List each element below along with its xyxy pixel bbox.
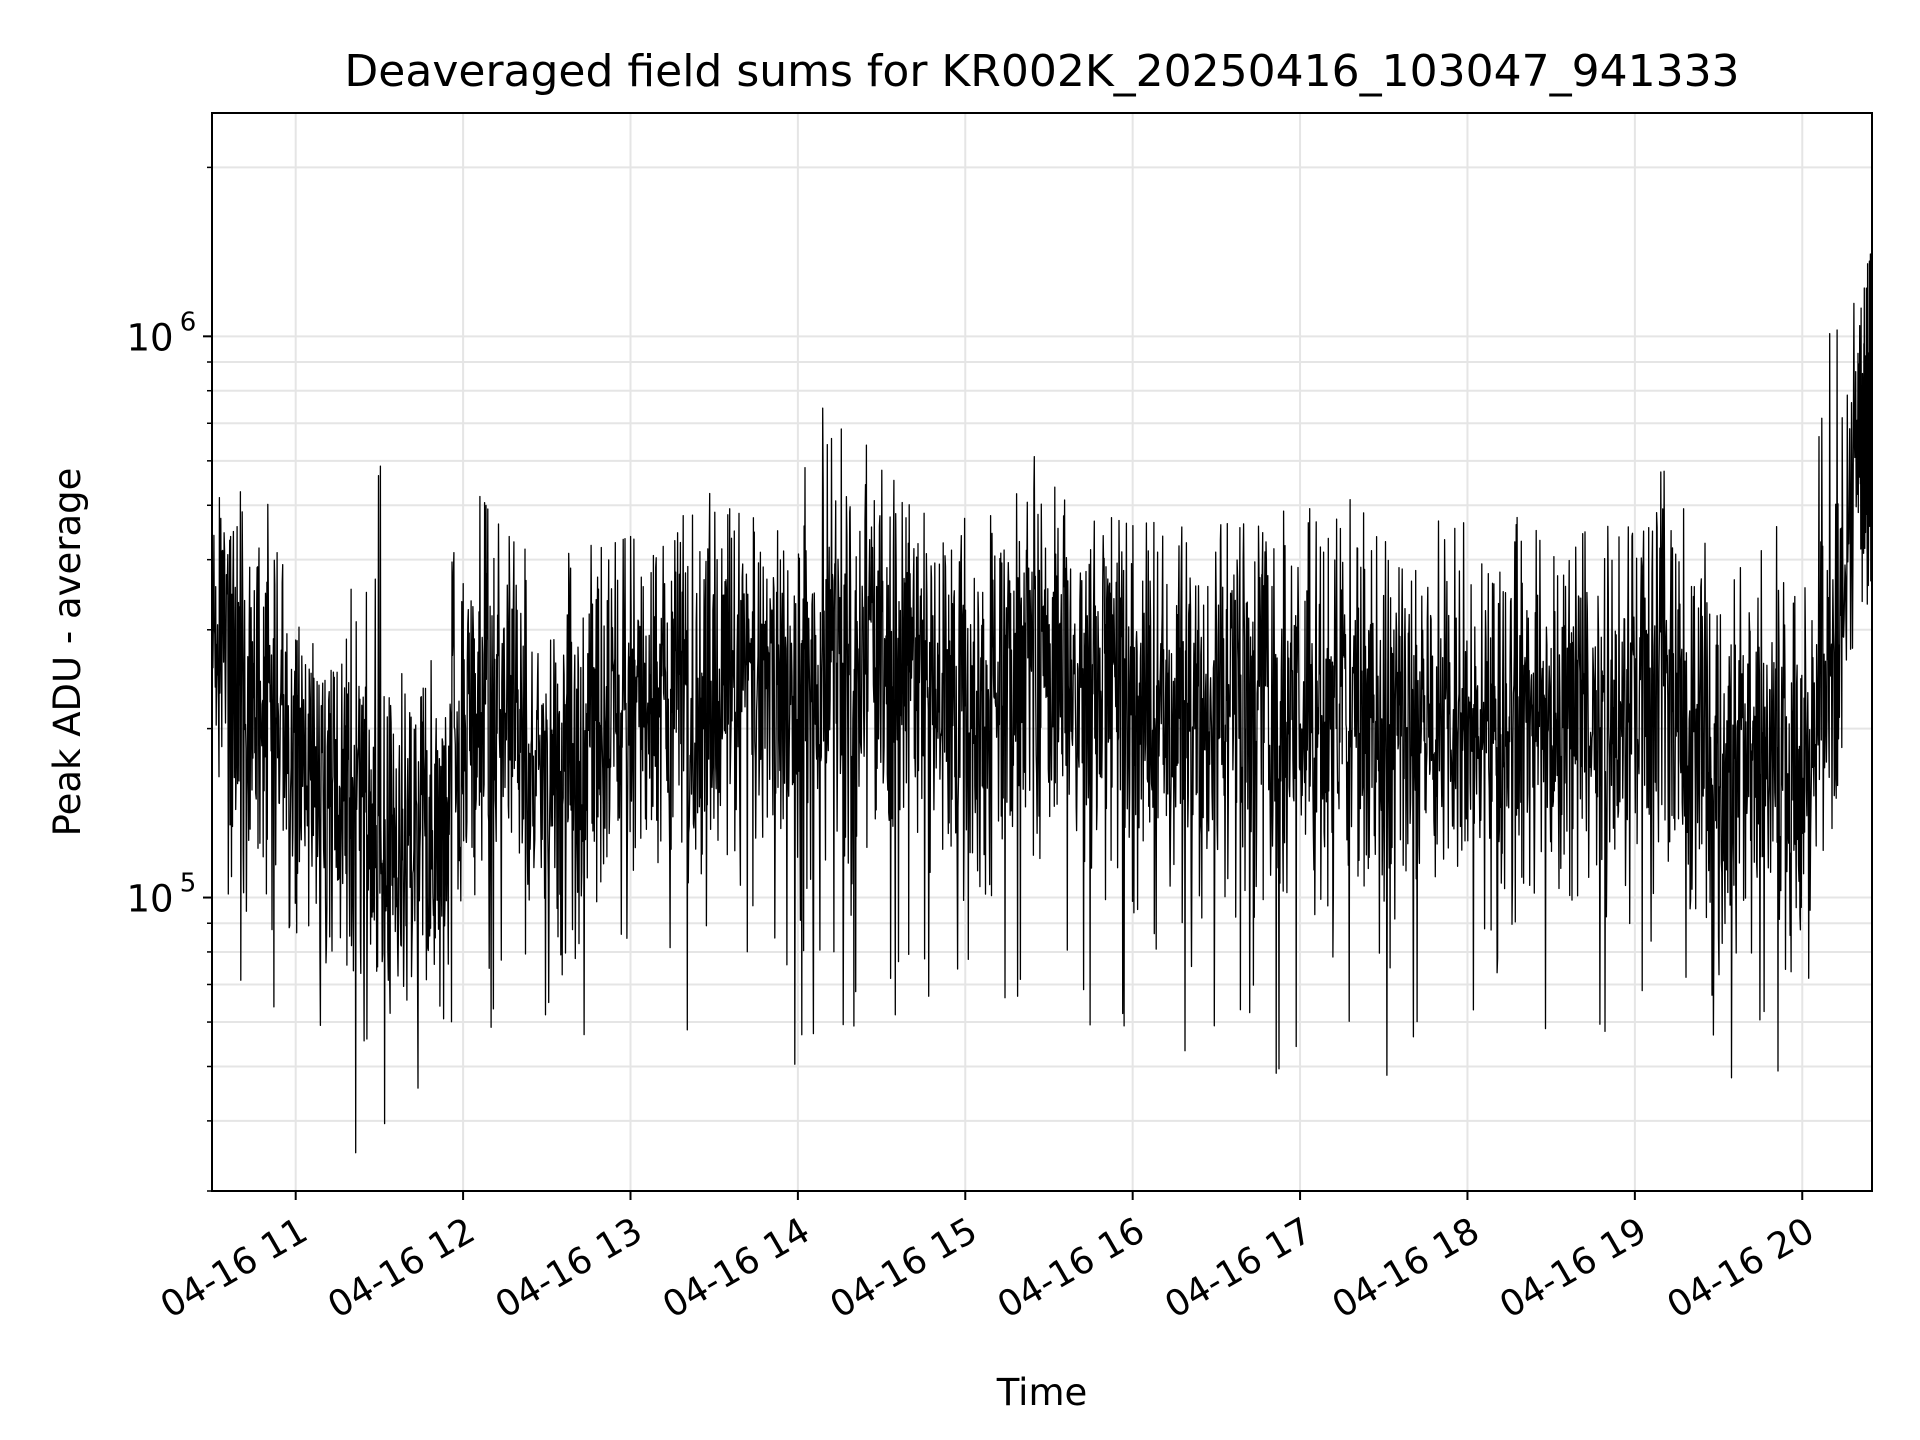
data-line	[211, 253, 1873, 1154]
axes-frame	[211, 112, 1873, 1192]
chart-title: Deaveraged field sums for KR002K_2025041…	[344, 46, 1739, 97]
y-tick-exponent: 6	[180, 307, 197, 337]
y-tick-exponent: 5	[180, 869, 197, 899]
y-tick-label: 10	[126, 316, 173, 359]
y-tick-label: 10	[126, 878, 173, 921]
y-axis-label: Peak ADU - average	[46, 468, 89, 837]
plot-area	[211, 253, 1873, 1154]
x-axis-label: Time	[996, 1371, 1088, 1414]
